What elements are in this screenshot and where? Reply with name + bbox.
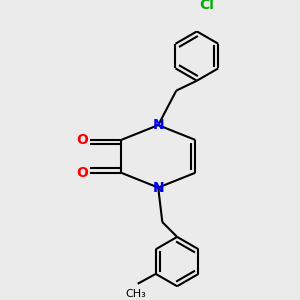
Text: N: N	[152, 118, 164, 132]
Text: O: O	[76, 133, 88, 147]
Text: Cl: Cl	[199, 0, 214, 13]
Text: CH₃: CH₃	[126, 289, 146, 299]
Text: N: N	[152, 181, 164, 195]
Text: O: O	[76, 166, 88, 180]
